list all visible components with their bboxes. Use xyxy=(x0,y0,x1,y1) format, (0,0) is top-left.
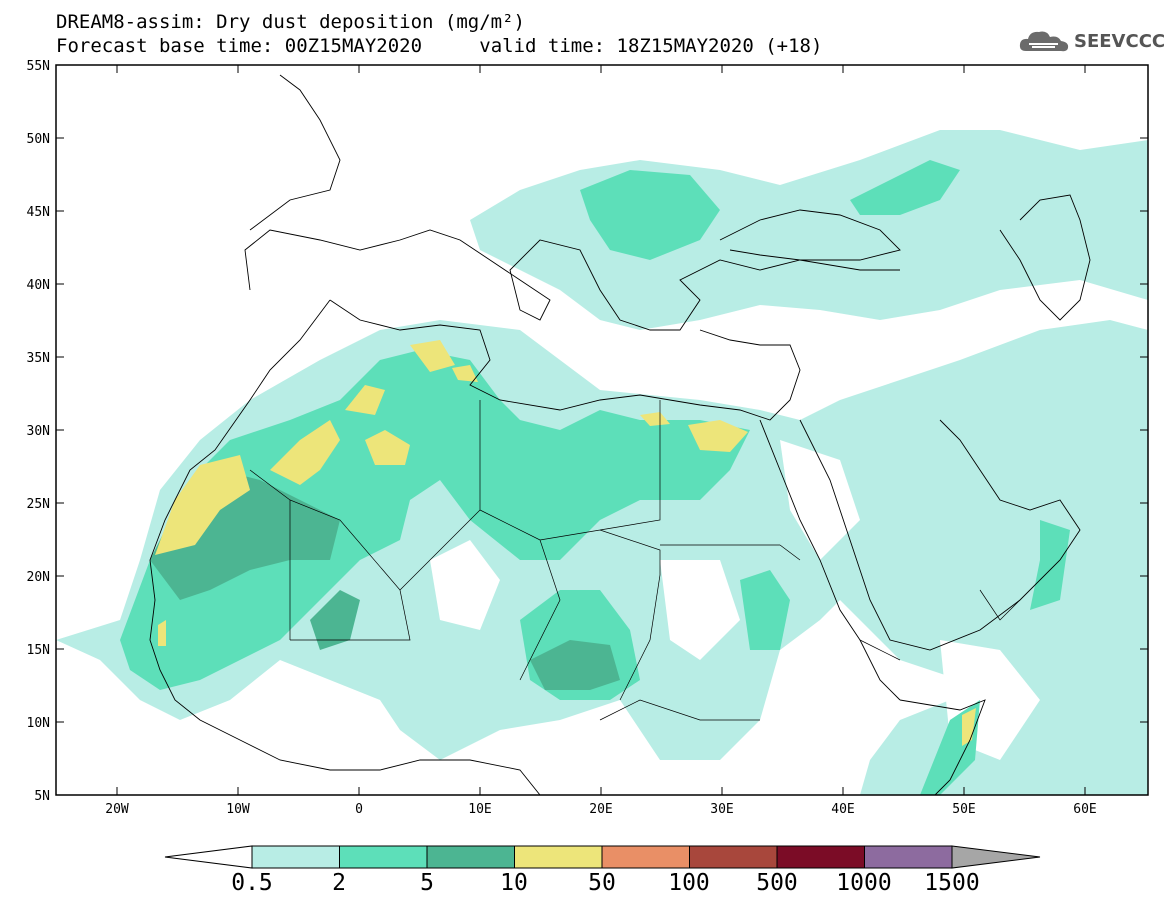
lat-label: 25N xyxy=(27,497,50,512)
colorbar-under-arrow xyxy=(164,845,253,869)
dust-level-2-sudan xyxy=(740,570,790,650)
dust-level-10-senegal xyxy=(158,620,166,646)
lat-label: 10N xyxy=(27,716,50,731)
colorbar-label: 500 xyxy=(756,870,798,896)
colorbar-over-arrow xyxy=(951,845,1041,869)
dust-level-2-sahara xyxy=(120,350,750,690)
lon-label: 40E xyxy=(831,802,854,817)
colorbar-label: 1000 xyxy=(836,870,892,896)
coast-caspian xyxy=(999,194,1091,321)
lat-label: 35N xyxy=(27,351,50,366)
lon-ticks xyxy=(116,65,1086,795)
lon-label: 60E xyxy=(1073,802,1096,817)
coast-mediterranean xyxy=(329,299,801,421)
colorbar-segment xyxy=(601,845,690,869)
colorbar-segment xyxy=(864,845,953,869)
coast-france-uk xyxy=(249,74,341,231)
coast-black-sea xyxy=(719,209,901,261)
lat-label: 20N xyxy=(27,570,50,585)
map-subtitle: Forecast base time: 00Z15MAY2020 valid t… xyxy=(56,36,822,56)
dust-level-10-tunisia-south xyxy=(452,365,478,382)
lat-label: 5N xyxy=(34,789,50,804)
colorbar-segment xyxy=(514,845,603,869)
colorbar-segment xyxy=(251,845,340,869)
lon-label: 50E xyxy=(952,802,975,817)
coast-horn xyxy=(899,699,986,795)
map-title: DREAM8-assim: Dry dust deposition (mg/m²… xyxy=(56,11,525,33)
dust-level-10-atlas xyxy=(270,420,340,485)
colorbar-label: 2 xyxy=(332,870,346,896)
lon-label: 10W xyxy=(226,802,250,817)
dust-fields xyxy=(56,130,1148,795)
colorbar-label: 0.5 xyxy=(231,870,273,896)
colorbar xyxy=(164,845,1041,869)
colorbar-segment xyxy=(339,845,428,869)
lon-label: 10E xyxy=(468,802,491,817)
lat-label: 40N xyxy=(27,278,50,293)
lat-ticks xyxy=(56,64,1148,796)
dust-level-10-somalia xyxy=(962,708,976,746)
lat-label: 55N xyxy=(27,59,50,74)
dust-level-10-tunisia xyxy=(410,340,455,372)
colorbar-label: 50 xyxy=(588,870,616,896)
coast-europe xyxy=(244,229,900,331)
coastlines-borders xyxy=(149,74,1091,795)
lat-label: 30N xyxy=(27,424,50,439)
logo-text: SEEVCCC xyxy=(1074,30,1165,52)
lon-label: 0 xyxy=(355,802,363,817)
lon-label: 20W xyxy=(105,802,129,817)
lat-label: 45N xyxy=(27,205,50,220)
lon-label: 20E xyxy=(589,802,612,817)
base-time: Forecast base time: 00Z15MAY2020 xyxy=(56,35,423,57)
colorbar-label: 10 xyxy=(500,870,528,896)
colorbar-segment xyxy=(689,845,778,869)
dust-level-2-oman xyxy=(1030,520,1070,610)
seevccc-logo: SEEVCCC xyxy=(1018,27,1165,55)
colorbar-label: 1500 xyxy=(924,870,980,896)
coast-red-sea xyxy=(759,419,901,701)
lat-labels: 55N 50N 45N 40N 35N 30N 25N 20N 15N 10N … xyxy=(27,59,50,804)
dust-level-0.5-east xyxy=(880,460,1148,640)
lon-labels: 20W 10W 0 10E 20E 30E 40E 50E 60E xyxy=(105,802,1096,817)
valid-time: valid time: 18Z15MAY2020 (+18) xyxy=(479,35,823,57)
dust-level-2-black-sea xyxy=(850,160,960,215)
colorbar-label: 100 xyxy=(668,870,710,896)
colorbar-segment xyxy=(776,845,865,869)
coast-arabia xyxy=(799,419,1081,651)
dust-level-10-morocco xyxy=(155,455,250,555)
cloud-icon xyxy=(1019,31,1069,52)
dust-level-5-chad xyxy=(530,640,620,690)
dust-level-0.5-europe xyxy=(470,130,1148,330)
colorbar-segment xyxy=(426,845,515,869)
border-lines xyxy=(249,400,1021,721)
dust-level-2-balkans xyxy=(580,170,720,260)
dust-level-5-sahel xyxy=(310,590,360,650)
dust-level-10-libya xyxy=(365,430,410,465)
colorbar-label: 5 xyxy=(420,870,434,896)
dust-level-10-egypt-west xyxy=(640,412,670,426)
dust-level-10-egypt xyxy=(688,420,748,452)
dust-level-10-algeria xyxy=(345,385,385,415)
lat-label: 15N xyxy=(27,643,50,658)
lon-label: 30E xyxy=(710,802,733,817)
coast-west-africa xyxy=(149,299,541,795)
lat-label: 50N xyxy=(27,132,50,147)
